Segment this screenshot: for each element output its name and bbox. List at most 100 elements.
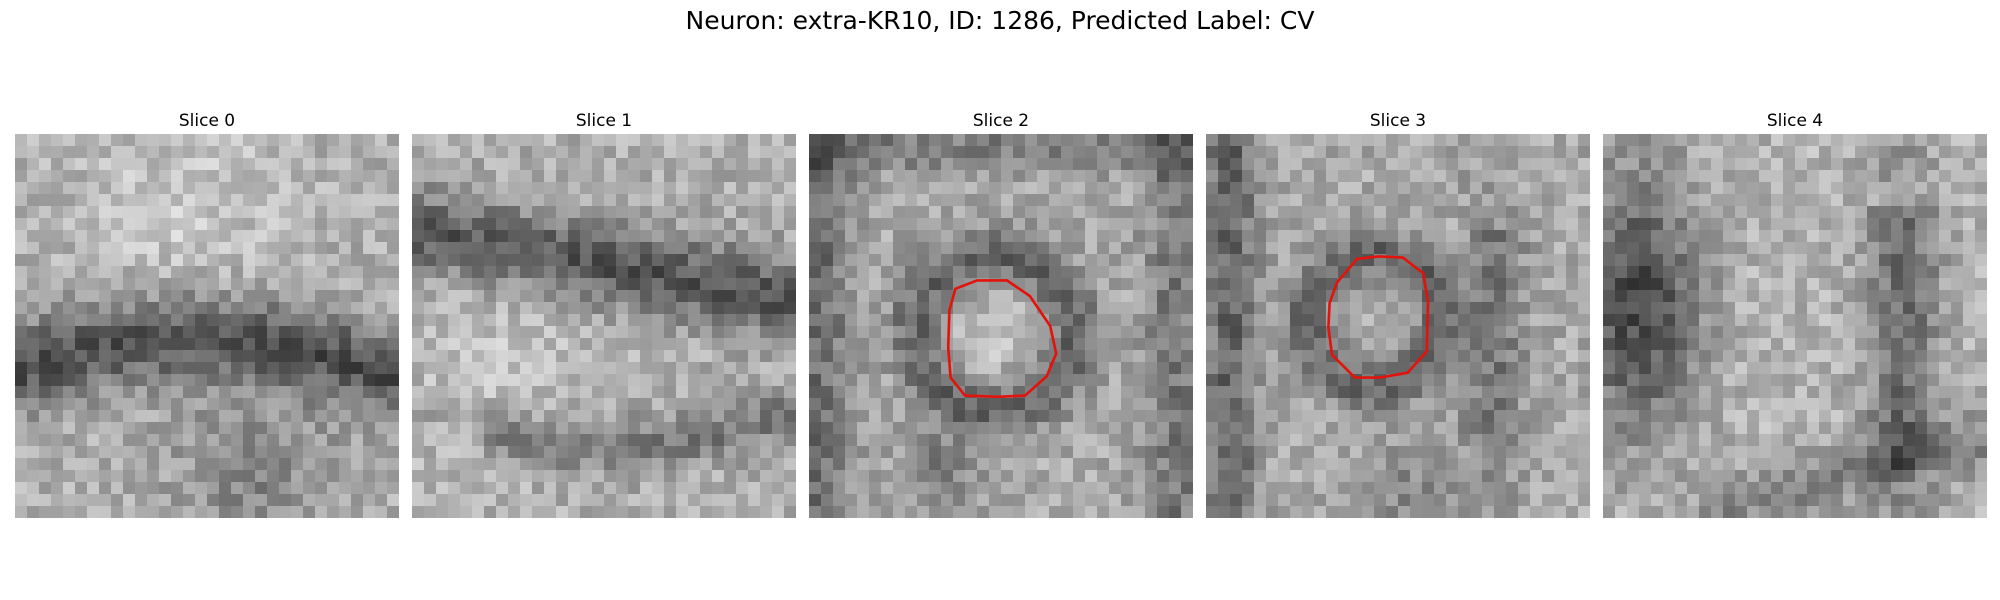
pixel [869, 194, 882, 207]
pixel [1061, 194, 1074, 207]
pixel [27, 182, 40, 195]
pixel [99, 290, 112, 303]
pixel [243, 230, 256, 243]
pixel [1783, 206, 1796, 219]
pixel [351, 338, 364, 351]
pixel [1097, 386, 1110, 399]
pixel [1639, 170, 1652, 183]
pixel [1133, 278, 1146, 291]
pixel [63, 218, 76, 231]
pixel [652, 446, 665, 459]
pixel [1326, 170, 1339, 183]
pixel [1771, 158, 1784, 171]
pixel [676, 494, 689, 507]
pixel [195, 230, 208, 243]
pixel [724, 314, 737, 327]
pixel [436, 470, 449, 483]
pixel [1566, 410, 1579, 423]
pixel [1554, 254, 1567, 267]
pixel [436, 194, 449, 207]
pixel [604, 482, 617, 495]
pixel [412, 350, 425, 363]
pixel [977, 326, 990, 339]
pixel [784, 170, 796, 183]
pixel [1109, 326, 1122, 339]
pixel [460, 134, 473, 147]
pixel [207, 362, 220, 375]
pixel [736, 398, 749, 411]
pixel [664, 434, 677, 447]
pixel [1037, 350, 1050, 363]
pixel [809, 134, 822, 147]
pixel [1266, 146, 1279, 159]
pixel [436, 506, 449, 518]
pixel [1302, 386, 1315, 399]
pixel [1651, 242, 1664, 255]
pixel [869, 458, 882, 471]
pixel [1037, 422, 1050, 435]
pixel [652, 314, 665, 327]
pixel [424, 410, 437, 423]
pixel [1169, 266, 1182, 279]
pixel [123, 350, 136, 363]
pixel [1422, 422, 1435, 435]
pixel [845, 158, 858, 171]
pixel [1109, 194, 1122, 207]
pixel [532, 422, 545, 435]
pixel [1242, 182, 1255, 195]
pixel [1446, 302, 1459, 315]
pixel [135, 326, 148, 339]
pixel [1687, 434, 1700, 447]
pixel [123, 398, 136, 411]
pixel [628, 482, 641, 495]
pixel [1783, 338, 1796, 351]
pixel [784, 458, 796, 471]
pixel [171, 398, 184, 411]
pixel [147, 266, 160, 279]
pixel [1290, 434, 1303, 447]
pixel [1747, 194, 1760, 207]
pixel [628, 278, 641, 291]
pixel [736, 386, 749, 399]
pixel [1446, 134, 1459, 147]
pixel [315, 242, 328, 255]
pixel [231, 170, 244, 183]
pixel [1530, 242, 1543, 255]
pixel [51, 350, 64, 363]
pixel [760, 410, 773, 423]
pixel [1843, 278, 1856, 291]
pixel [929, 170, 942, 183]
pixel [1254, 302, 1267, 315]
pixel [147, 290, 160, 303]
pixel [1302, 362, 1315, 375]
pixel [1025, 314, 1038, 327]
pixel [1157, 266, 1170, 279]
pixel [1314, 494, 1327, 507]
pixel [1675, 374, 1688, 387]
pixel [1085, 410, 1098, 423]
pixel [941, 314, 954, 327]
pixel [363, 458, 376, 471]
pixel [1735, 278, 1748, 291]
pixel [75, 218, 88, 231]
pixel [111, 158, 124, 171]
pixel [520, 470, 533, 483]
pixel [27, 158, 40, 171]
pixel [1831, 278, 1844, 291]
pixel [99, 278, 112, 291]
pixel [1374, 134, 1387, 147]
pixel [1061, 362, 1074, 375]
pixel [869, 338, 882, 351]
pixel [905, 470, 918, 483]
pixel [171, 146, 184, 159]
pixel [1242, 338, 1255, 351]
pixel [1097, 350, 1110, 363]
pixel [917, 338, 930, 351]
pixel [833, 326, 846, 339]
pixel [736, 134, 749, 147]
pixel [27, 398, 40, 411]
pixel [1326, 266, 1339, 279]
pixel [195, 194, 208, 207]
pixel [1891, 182, 1904, 195]
pixel [1735, 350, 1748, 363]
